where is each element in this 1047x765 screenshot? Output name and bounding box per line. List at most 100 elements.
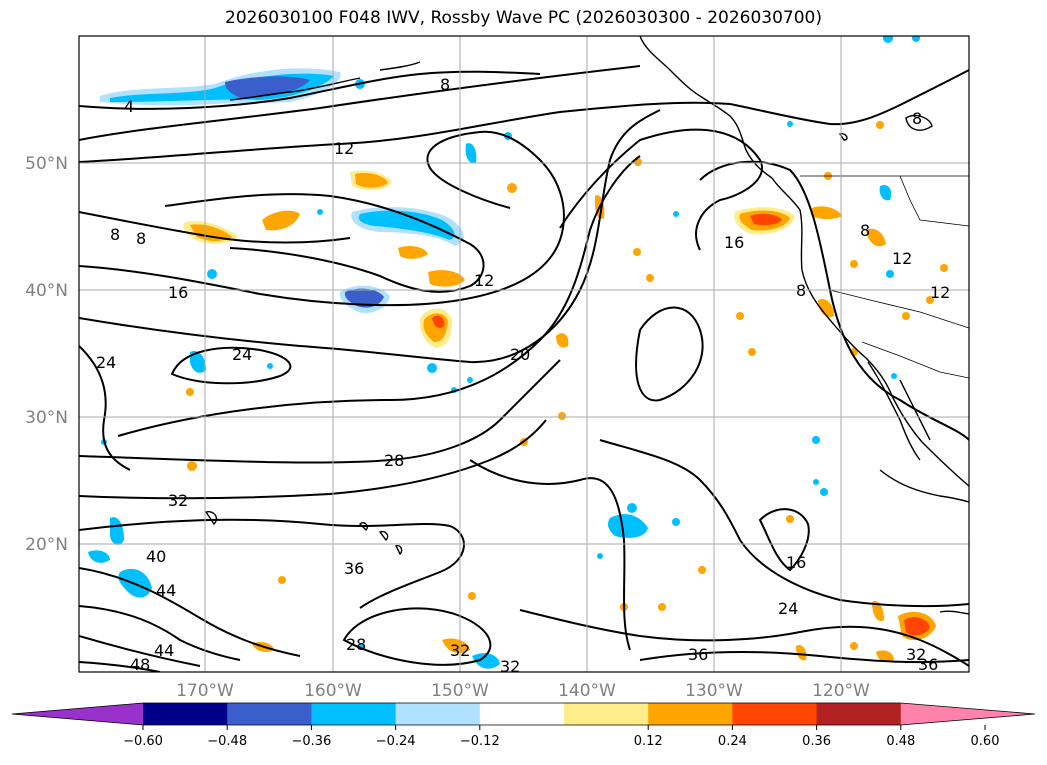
contour-label: 12 xyxy=(892,249,912,268)
colorbar-segment xyxy=(732,703,818,725)
contour-label: 24 xyxy=(96,353,116,372)
lat-label: 40°N xyxy=(25,281,68,301)
baja-california xyxy=(867,361,931,461)
contour-label: 8 xyxy=(912,109,922,128)
neg-anomaly-sw2 xyxy=(110,517,124,545)
contour-8-north xyxy=(79,65,641,141)
colorbar-segment xyxy=(395,703,481,725)
colorbar-segment xyxy=(564,703,649,725)
contour-label: 8 xyxy=(136,229,146,248)
pos-anomaly-47n xyxy=(262,210,300,231)
contour-label: 28 xyxy=(346,635,366,654)
colorbar-tick-label: −0.60 xyxy=(123,734,163,749)
contour-label: 16 xyxy=(786,553,806,572)
contour-label: 32 xyxy=(450,641,470,660)
neg-anomaly-20n xyxy=(607,514,648,538)
contour-16-se xyxy=(758,508,810,572)
pos-anomaly-small8 xyxy=(876,650,894,662)
contour-36-east xyxy=(639,650,969,664)
pos-anomaly-38n-peak xyxy=(432,315,445,328)
colorbar-tick-label: 0.36 xyxy=(802,734,831,749)
contour-4 xyxy=(79,70,541,110)
contour-label: 12 xyxy=(930,283,950,302)
neg-anomaly-40n-core xyxy=(344,288,384,308)
pos-anomaly-dots xyxy=(186,121,948,650)
contour-label: 4 xyxy=(124,97,134,116)
pos-anomaly-45n-core xyxy=(190,224,232,242)
contour-central xyxy=(559,128,763,251)
longitude-labels: 170°W 160°W 150°W 140°W 130°W 120°W xyxy=(176,681,870,701)
map-frame xyxy=(78,35,970,673)
cuba xyxy=(939,610,969,615)
na-west-coast xyxy=(771,177,969,487)
colorbar-extend-high xyxy=(900,703,1035,725)
contour-28b xyxy=(79,359,561,464)
contour-40 xyxy=(79,567,301,657)
colorbar-tick-label: 0.48 xyxy=(886,734,915,749)
contour-44 xyxy=(79,605,241,661)
lon-label: 120°W xyxy=(812,681,870,701)
anomaly-shading xyxy=(88,36,948,669)
contour-label: 36 xyxy=(918,655,938,674)
contour-32-east xyxy=(519,609,969,667)
colorbar-tick-label: −0.12 xyxy=(460,734,500,749)
colorbar-tick-label: −0.36 xyxy=(291,734,331,749)
lat-label: 50°N xyxy=(25,154,68,174)
colorbar-segment xyxy=(479,703,565,725)
colorbar-tick-label: 0.24 xyxy=(718,734,747,749)
contour-label: 8 xyxy=(860,221,870,240)
neg-anomaly-small3 xyxy=(88,550,110,563)
neg-anomaly-small5 xyxy=(879,184,892,201)
contour-28-s xyxy=(342,607,492,666)
contour-32 xyxy=(79,419,547,500)
contour-label: 16 xyxy=(724,233,744,252)
lon-label: 150°W xyxy=(431,681,489,701)
contour-44b xyxy=(79,635,201,667)
pos-anomaly-oregon-peak xyxy=(750,213,782,226)
contour-16 xyxy=(79,130,565,307)
lon-label: 140°W xyxy=(558,681,616,701)
gulf-alaska-islands xyxy=(838,114,933,141)
lon-label: 130°W xyxy=(685,681,743,701)
pos-anomaly-43n xyxy=(398,246,428,259)
hawaii xyxy=(204,510,403,556)
contour-48 xyxy=(79,661,161,672)
contour-label: 40 xyxy=(146,547,166,566)
neg-anomaly-dots xyxy=(101,36,920,649)
pos-anomaly-small6 xyxy=(818,298,834,318)
contour-label: 36 xyxy=(344,559,364,578)
pos-anomaly-se-peak xyxy=(904,617,930,636)
contour-label: 24 xyxy=(778,599,798,618)
contour-east-12 xyxy=(729,69,969,126)
pos-anomaly-42n xyxy=(428,270,465,287)
contour-24-east xyxy=(599,439,969,608)
colorbar-segment xyxy=(143,703,228,725)
contour-label: 44 xyxy=(156,581,176,600)
neg-anomaly-small4 xyxy=(472,653,500,669)
colorbar-extend-low xyxy=(12,703,143,725)
lon-label: 160°W xyxy=(304,681,362,701)
contour-label: 8 xyxy=(796,281,806,300)
pos-anomaly-small9 xyxy=(556,333,569,348)
neg-anomaly-small1 xyxy=(190,350,206,373)
contour-label: 48 xyxy=(130,655,150,674)
colorbar-tick-label: 0.60 xyxy=(971,734,1000,749)
colorbar-tick-label: −0.48 xyxy=(207,734,247,749)
pos-anomaly-small10 xyxy=(796,644,807,661)
contour-label: 12 xyxy=(334,139,354,158)
colorbar-segment xyxy=(648,703,733,725)
contour-20 xyxy=(79,109,661,364)
contour-12-loop xyxy=(164,193,485,293)
contour-label: 12 xyxy=(474,271,494,290)
gulf-coast xyxy=(879,469,969,503)
contour-label: 32 xyxy=(906,645,926,664)
lat-label: 20°N xyxy=(25,535,68,555)
canada-province xyxy=(899,175,969,227)
colorbar-tick-label: 0.12 xyxy=(634,734,663,749)
alaska-islands xyxy=(229,61,421,101)
colorbar-tick-label: −0.24 xyxy=(376,734,416,749)
contour-label: 24 xyxy=(232,345,252,364)
contour-label: 44 xyxy=(154,641,174,660)
pos-anomaly-small4 xyxy=(812,206,842,219)
